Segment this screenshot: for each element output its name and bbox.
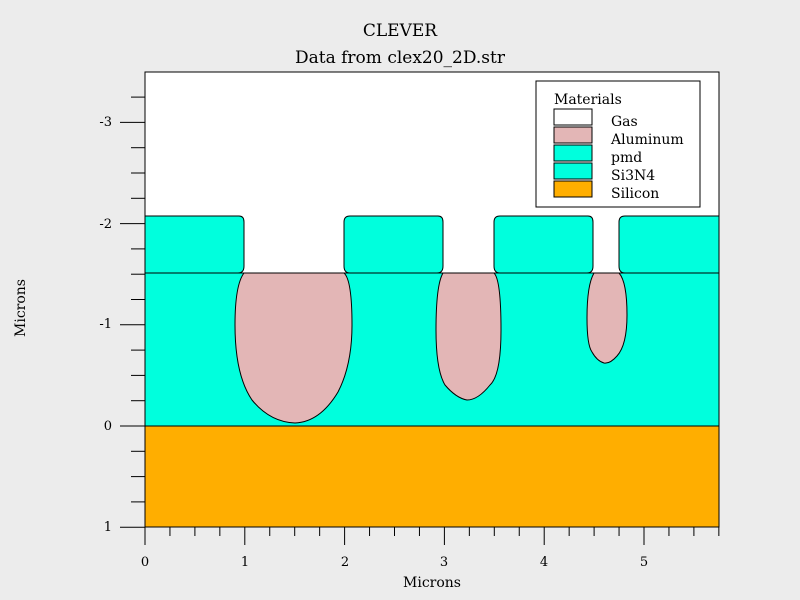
plot-title: CLEVER — [363, 21, 438, 41]
legend-label-pmd: pmd — [611, 150, 642, 166]
si3n4-block-4 — [618, 215, 720, 274]
x-tick-labels: 0 1 2 3 4 5 — [141, 555, 648, 570]
legend-swatch-pmd — [553, 144, 593, 162]
legend-label-silicon: Silicon — [611, 186, 659, 202]
x-axis-label: Microns — [403, 575, 461, 591]
y-tick-label: -1 — [99, 317, 112, 332]
legend-swatch-gas — [553, 108, 593, 126]
y-tick-label: 0 — [104, 419, 112, 434]
x-tick-label: 3 — [440, 555, 448, 570]
aluminum-plug-1 — [234, 272, 353, 424]
y-axis-label: Microns — [13, 279, 29, 337]
pmd-region — [144, 272, 720, 427]
x-tick-label: 4 — [540, 555, 548, 570]
legend-label-aluminum: Aluminum — [610, 132, 684, 148]
legend-swatch-si3n4 — [553, 162, 593, 180]
y-tick-label: 1 — [104, 520, 112, 535]
x-tick-label: 2 — [341, 555, 349, 570]
x-tick-label: 0 — [141, 555, 149, 570]
axis-ticks — [120, 96, 720, 545]
legend-label-gas: Gas — [611, 114, 638, 130]
y-tick-labels: -3 -2 -1 0 1 — [99, 115, 112, 535]
si3n4-block-2 — [343, 215, 444, 274]
legend-swatch-silicon — [553, 180, 593, 198]
x-tick-label: 1 — [241, 555, 249, 570]
legend-swatch-aluminum — [553, 126, 593, 144]
plot-subtitle: Data from clex20_2D.str — [295, 48, 506, 68]
legend-title: Materials — [554, 92, 622, 108]
legend: Materials Gas Aluminum pmd Si3N4 Silicon — [535, 80, 701, 208]
aluminum-plug-2 — [435, 272, 502, 401]
x-tick-label: 5 — [640, 555, 648, 570]
legend-label-si3n4: Si3N4 — [611, 168, 655, 184]
silicon-region — [144, 425, 720, 528]
y-tick-label: -2 — [99, 217, 112, 232]
y-tick-label: -3 — [99, 115, 112, 130]
si3n4-block-1 — [144, 215, 245, 274]
aluminum-plug-3 — [586, 272, 628, 364]
si3n4-block-3 — [493, 215, 594, 274]
